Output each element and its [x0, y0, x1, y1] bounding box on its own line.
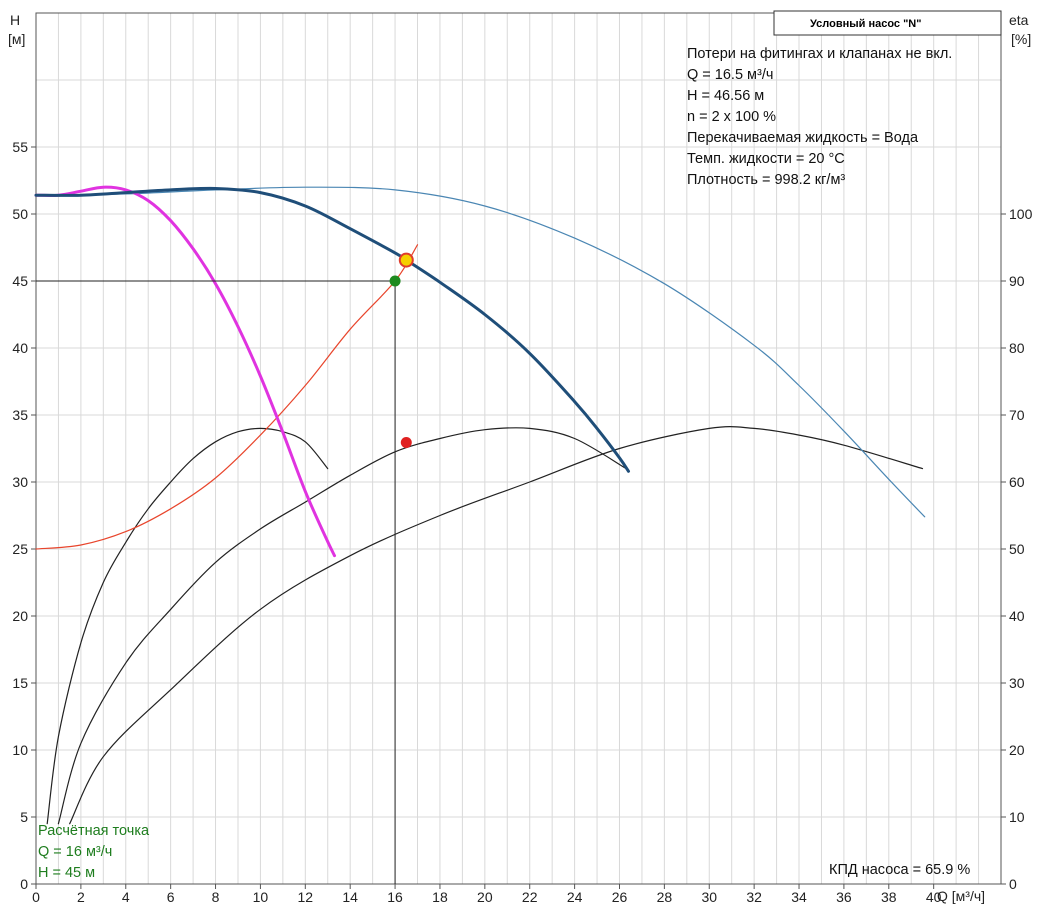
info-line: Перекачиваемая жидкость = Вода	[687, 130, 919, 146]
y-right-tick-label: 50	[1009, 541, 1025, 557]
x-tick-label: 20	[477, 889, 493, 905]
efficiency-curve-single	[46, 427, 329, 825]
x-tick-label: 18	[432, 889, 448, 905]
y-left-tick-label: 45	[12, 273, 28, 289]
x-tick-label: 2	[77, 889, 85, 905]
y-right-tick-label: 30	[1009, 675, 1025, 691]
y-right-axis-ticks: 0 10 20 30 40 50 60 70 80 90 100	[1001, 206, 1033, 892]
info-block: Потери на фитингах и клапанах не вкл. Q …	[687, 46, 952, 188]
x-tick-label: 10	[253, 889, 269, 905]
design-point-marker	[389, 275, 401, 287]
y-left-tick-label: 35	[12, 407, 28, 423]
pump-title-box	[773, 10, 1002, 36]
y-right-tick-label: 20	[1009, 742, 1025, 758]
info-line: Темп. жидкости = 20 °C	[687, 151, 845, 167]
info-line: Потери на фитингах и клапанах не вкл.	[687, 46, 952, 62]
y-left-tick-label: 50	[12, 206, 28, 222]
efficiency-point-marker	[400, 436, 412, 448]
y-left-tick-label: 40	[12, 340, 28, 356]
y-left-tick-label: 20	[12, 608, 28, 624]
pump-efficiency-label: КПД насоса = 65.9 %	[829, 862, 970, 878]
info-line: H = 46.56 м	[687, 88, 764, 104]
design-point-q: Q = 16 м³/ч	[38, 844, 112, 860]
x-tick-label: 12	[298, 889, 314, 905]
x-tick-label: 38	[881, 889, 897, 905]
curves	[34, 185, 926, 825]
y-right-tick-label: 80	[1009, 340, 1025, 356]
x-tick-label: 8	[212, 889, 220, 905]
x-tick-label: 4	[122, 889, 130, 905]
x-tick-label: 14	[342, 889, 358, 905]
x-tick-label: 28	[657, 889, 673, 905]
y-right-tick-label: 0	[1009, 876, 1017, 892]
y-right-label-unit: [%]	[1011, 31, 1031, 47]
x-tick-label: 24	[567, 889, 583, 905]
x-tick-label: 34	[791, 889, 807, 905]
y-left-tick-label: 10	[12, 742, 28, 758]
parallel-pump-head-curve	[35, 186, 926, 518]
system-curve	[35, 244, 419, 550]
x-axis-ticks: 0 2 4 6 8 10 12 14 16 18 20 22 24 26 28 30 32 34 36 38 40	[32, 884, 942, 905]
y-left-tick-label: 5	[20, 809, 28, 825]
y-right-tick-label: 40	[1009, 608, 1025, 624]
y-left-label-unit: [м]	[8, 31, 25, 47]
design-point-h: H = 45 м	[38, 865, 95, 881]
plot-frame	[35, 12, 1002, 885]
x-tick-label: 26	[612, 889, 628, 905]
y-right-tick-label: 60	[1009, 474, 1025, 490]
x-tick-label: 30	[701, 889, 717, 905]
x-tick-label: 36	[836, 889, 852, 905]
x-tick-label: 6	[167, 889, 175, 905]
y-left-tick-label: 25	[12, 541, 28, 557]
design-point-block: Расчётная точка Q = 16 м³/ч H = 45 м	[38, 823, 150, 881]
info-line: Плотность = 998.2 кг/м³	[687, 172, 845, 188]
x-axis-label: Q [м³/ч]	[937, 888, 985, 904]
x-tick-label: 22	[522, 889, 538, 905]
info-line: Q = 16.5 м³/ч	[687, 67, 773, 83]
markers	[389, 252, 414, 448]
y-right-tick-label: 70	[1009, 407, 1025, 423]
y-left-tick-label: 0	[20, 876, 28, 892]
x-tick-label: 0	[32, 889, 40, 905]
y-left-tick-label: 15	[12, 675, 28, 691]
y-left-tick-label: 30	[12, 474, 28, 490]
y-right-tick-label: 10	[1009, 809, 1025, 825]
y-right-tick-label: 100	[1009, 206, 1033, 222]
info-line: n = 2 x 100 %	[687, 109, 776, 125]
grid-lines	[36, 13, 1001, 884]
pump-title: Условный насос "N"	[810, 18, 921, 30]
design-guide-lines	[36, 280, 396, 884]
efficiency-curve-parallel	[69, 426, 924, 825]
y-left-axis-ticks: 0 5 10 15 20 25 30 35 40 45 50 55	[12, 139, 36, 892]
x-tick-label: 16	[387, 889, 403, 905]
x-tick-label: 40	[926, 889, 942, 905]
x-tick-label: 32	[746, 889, 762, 905]
y-right-tick-label: 90	[1009, 273, 1025, 289]
efficiency-curve-selected	[57, 427, 627, 825]
single-pump-head-curve	[34, 185, 336, 558]
design-point-title: Расчётная точка	[38, 823, 150, 839]
operating-point-marker	[398, 252, 414, 268]
y-right-label-symbol: eta	[1009, 12, 1029, 28]
y-left-label-symbol: H	[10, 12, 20, 28]
y-left-tick-label: 55	[12, 139, 28, 155]
selected-pump-head-curve	[34, 186, 630, 473]
